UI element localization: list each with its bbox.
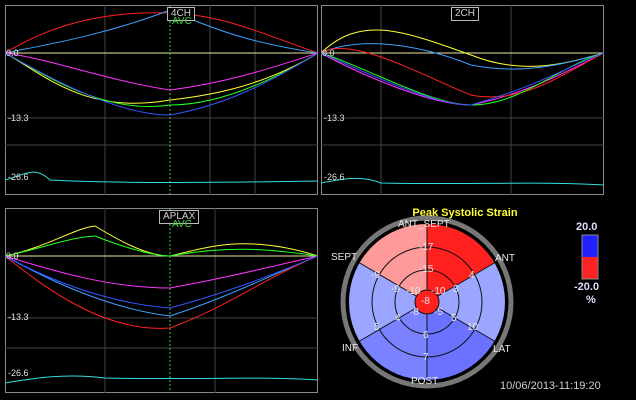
strain-panel-aplax: APLAX AVC 0.0 -13.3 -26.6 bbox=[5, 208, 318, 393]
bullseye-title: Peak Systolic Strain bbox=[412, 207, 518, 219]
seg-value-basal-lat: 10 bbox=[467, 322, 479, 333]
avc-label-aplax: AVC bbox=[172, 219, 192, 230]
seg-value-mid-lat: 5 bbox=[451, 313, 457, 324]
wall-label-sept: SEPT bbox=[331, 252, 358, 263]
wall-label-inf: INF bbox=[342, 343, 359, 354]
legend-unit: % bbox=[586, 294, 596, 306]
wall-label-ant: ANT bbox=[495, 253, 515, 264]
strain-curves-aplax bbox=[5, 208, 318, 393]
tick-0-aplax: 0.0 bbox=[6, 251, 19, 261]
seg-ant bbox=[427, 262, 505, 342]
wall-label-lat: LAT bbox=[493, 344, 511, 355]
tick-26-2ch: -26.6 bbox=[324, 172, 345, 182]
legend-max: 20.0 bbox=[576, 221, 598, 233]
seg-value-apical-ant: -10 bbox=[431, 286, 446, 297]
seg-value-mid-antsept: -15 bbox=[419, 264, 434, 275]
seg-value-basal-antsept: -17 bbox=[419, 242, 434, 253]
view-label-2ch: 2CH bbox=[451, 7, 480, 21]
tick-26-aplax: -26.6 bbox=[8, 368, 29, 378]
seg-value-mid-inf: 4 bbox=[395, 313, 401, 324]
view-label-4ch: 4CH bbox=[167, 7, 196, 21]
strain-panel-4ch: 4CH AVC 0.0 -13.3 -26.6 bbox=[5, 5, 318, 195]
seg-value-apical-inf: -8 bbox=[410, 307, 419, 318]
tick-13-4ch: -13.3 bbox=[8, 113, 29, 123]
strain-curves-2ch bbox=[321, 5, 604, 195]
tick-0-2ch: 0.0 bbox=[322, 48, 335, 58]
seg-value-apex: -8 bbox=[421, 296, 430, 307]
wall-label-ant-sept: ANT_SEPT bbox=[398, 219, 450, 230]
seg-value-basal-post: 7 bbox=[423, 352, 429, 363]
strain-panel-2ch: 2CH 0.0 -13.3 -26.6 bbox=[321, 5, 604, 195]
avc-label-4ch: AVC bbox=[172, 16, 192, 27]
tick-26-4ch: -26.6 bbox=[8, 172, 29, 182]
timestamp: 10/06/2013-11:19:20 bbox=[500, 380, 601, 392]
seg-value-mid-ant: 3 bbox=[453, 284, 459, 295]
legend-bar-negative bbox=[582, 257, 598, 279]
tick-13-2ch: -13.3 bbox=[324, 113, 345, 123]
seg-value-mid-sept: -9 bbox=[391, 284, 400, 295]
seg-value-mid-post: 6 bbox=[423, 330, 429, 341]
legend-bar-positive bbox=[582, 235, 598, 257]
wall-label-post: POST bbox=[411, 376, 439, 387]
legend-min: -20.0 bbox=[574, 281, 600, 293]
seg-inf bbox=[349, 262, 427, 342]
seg-value-apical-lat: -5 bbox=[434, 307, 443, 318]
seg-value-basal-sept: -9 bbox=[371, 270, 380, 281]
tick-13-aplax: -13.3 bbox=[8, 312, 29, 322]
seg-value-apical-sept: -10 bbox=[406, 286, 421, 297]
seg-value-basal-ant: 4 bbox=[469, 270, 475, 281]
seg-value-basal-inf: 5 bbox=[374, 322, 380, 333]
tick-0-4ch: 0.0 bbox=[6, 48, 19, 58]
view-label-aplax: APLAX bbox=[159, 210, 200, 224]
